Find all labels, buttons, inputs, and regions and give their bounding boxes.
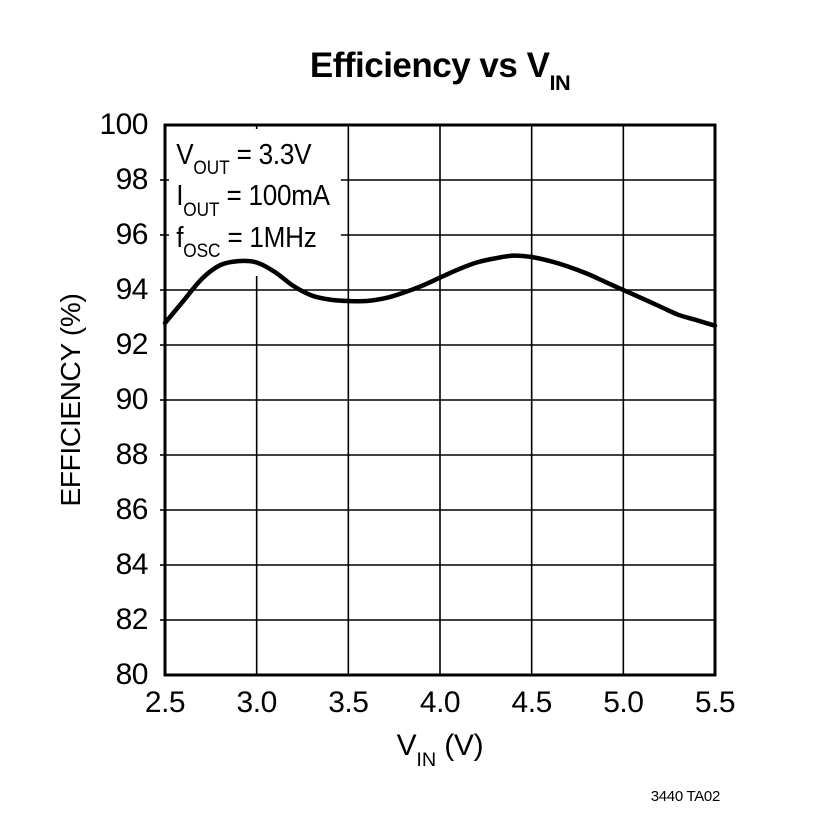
chart-title: Efficiency vs VIN [165,46,715,95]
y-tick-label: 98 [115,163,149,196]
conditions-annotation: VOUT = 3.3V IOUT = 100mA fOSC = 1MHz [169,129,341,276]
condition-subscript: OSC [183,240,221,262]
chart-title-subscript: IN [549,69,571,95]
condition-subscript: OUT [193,158,230,180]
x-tick-label: 4.5 [511,686,553,719]
y-tick-label: 90 [115,383,149,416]
chart-title-text: Efficiency vs V [309,46,550,85]
condition-subscript: OUT [183,199,220,221]
x-tick-label: 3.0 [236,686,278,719]
y-tick-label: 80 [115,658,149,691]
x-axis-title-unit: (V) [436,729,484,762]
condition-value: = 3.3V [229,139,312,171]
x-tick-label: 5.5 [694,686,736,719]
x-tick-label: 4.0 [419,686,461,719]
plot-border [163,123,717,677]
figure-caption: 3440 TA02 [650,788,721,805]
y-tick-label: 100 [99,108,148,141]
x-tick-label: 2.5 [144,686,186,719]
y-tick-label: 86 [115,493,149,526]
condition-line-vout: VOUT = 3.3V [176,139,330,181]
x-axis-title-subscript: IN [416,748,437,771]
x-axis-title: VIN (V) [165,729,715,771]
x-tick-label: 3.5 [328,686,369,719]
y-tick-label: 82 [115,603,149,636]
y-tick-label: 96 [115,218,149,251]
x-tick-label: 5.0 [603,686,644,719]
condition-symbol: f [176,221,184,254]
condition-value: = 1MHz [220,221,317,254]
x-axis-title-text: V [396,729,417,762]
y-tick-label: 94 [115,273,149,306]
condition-symbol: V [176,139,194,171]
condition-line-iout: IOUT = 100mA [176,181,330,222]
y-tick-label: 88 [115,438,149,471]
y-tick-label: 92 [115,328,149,361]
condition-symbol: I [176,180,184,213]
condition-value: = 100mA [219,180,331,213]
condition-line-fosc: fOSC = 1MHz [176,221,330,264]
y-tick-label: 84 [115,548,149,581]
